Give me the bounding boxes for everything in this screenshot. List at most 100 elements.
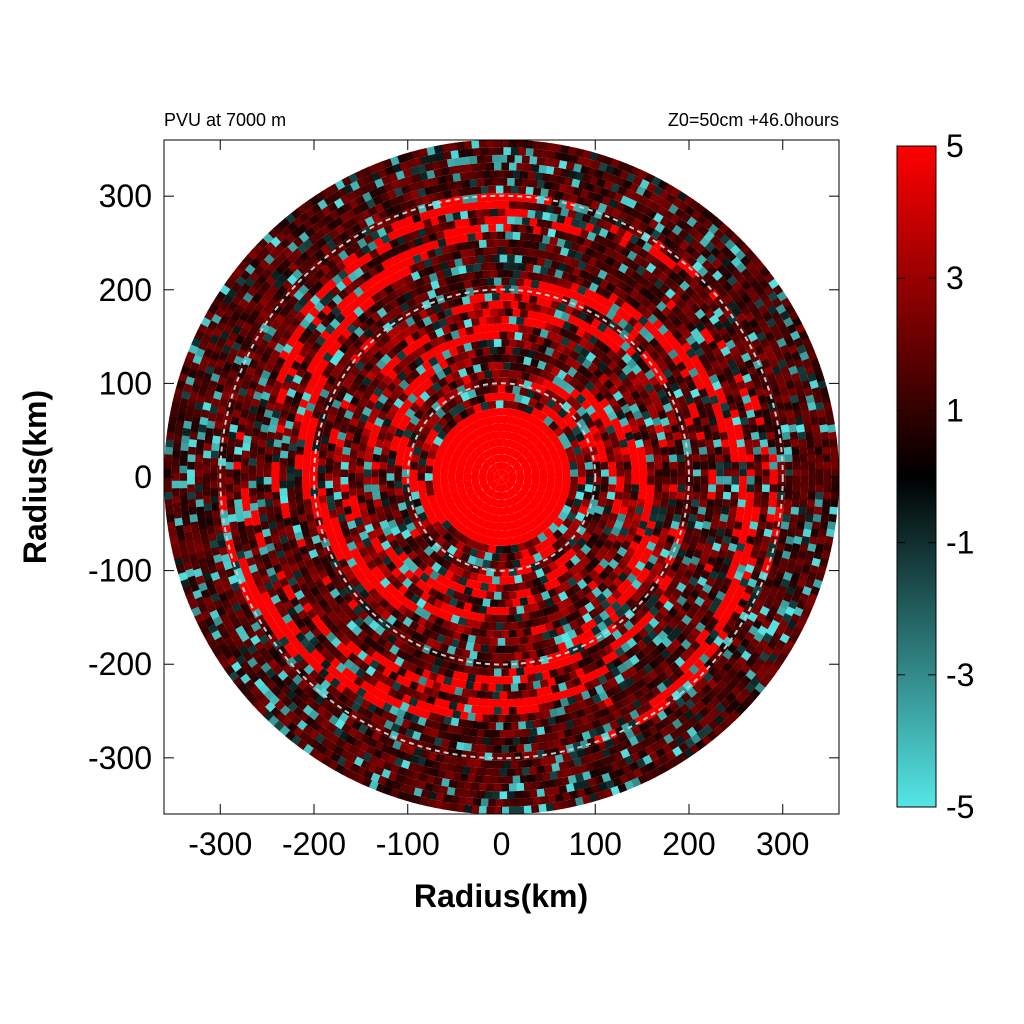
- pv-cell: [302, 461, 311, 471]
- pv-cell: [356, 457, 365, 467]
- pv-cell: [532, 552, 544, 563]
- pv-cell: [491, 537, 500, 547]
- pv-cell: [440, 284, 451, 295]
- pv-cell: [533, 351, 544, 361]
- pv-cell: [240, 465, 249, 475]
- pv-cell: [509, 440, 520, 450]
- pv-cell: [620, 498, 630, 508]
- pv-cell: [299, 424, 309, 434]
- pv-cell: [509, 262, 519, 271]
- pv-cell: [513, 293, 523, 302]
- pv-cell: [355, 480, 364, 490]
- pv-cell: [536, 411, 548, 422]
- pv-cell: [448, 597, 459, 608]
- pv-cell: [472, 682, 483, 691]
- pv-cell: [358, 442, 368, 453]
- pv-cell: [528, 649, 539, 659]
- pv-cell: [464, 519, 475, 531]
- pv-cell: [497, 385, 506, 393]
- pv-cell: [372, 491, 381, 501]
- pv-cell: [346, 520, 357, 531]
- pv-cell: [662, 476, 671, 485]
- pv-cell: [483, 370, 493, 379]
- pv-cell: [433, 598, 444, 610]
- pv-cell: [497, 469, 502, 477]
- pv-cell: [504, 497, 515, 508]
- pv-cell: [356, 450, 366, 460]
- pv-cell: [497, 346, 506, 355]
- chart-title-left: PVU at 7000 m: [164, 110, 286, 130]
- pv-cell: [690, 534, 700, 545]
- pv-cell: [452, 590, 463, 601]
- pv-cell: [515, 417, 525, 428]
- pv-cell: [478, 628, 488, 638]
- pv-cell: [521, 651, 531, 660]
- pv-cell: [305, 513, 315, 524]
- pv-cell: [464, 264, 475, 273]
- pv-cell: [559, 490, 569, 501]
- pv-cell: [326, 413, 336, 424]
- pv-cell: [504, 231, 513, 240]
- pv-cell: [501, 706, 511, 715]
- pv-cell: [442, 490, 452, 501]
- pv-cell: [465, 642, 475, 652]
- pv-cell: [615, 461, 624, 470]
- pv-cell: [506, 392, 516, 402]
- pv-cell: [491, 392, 500, 401]
- pv-cell: [312, 435, 322, 445]
- pv-cell: [552, 659, 563, 670]
- pv-cell: [523, 468, 533, 477]
- pv-cell: [637, 491, 647, 500]
- pv-cell: [486, 745, 496, 754]
- pv-cell: [539, 394, 550, 406]
- pv-cell: [395, 450, 405, 460]
- pv-cell: [427, 428, 439, 440]
- pv-cell: [530, 508, 542, 519]
- pv-cell: [456, 624, 466, 634]
- pv-cell: [437, 666, 448, 677]
- pv-cell: [332, 469, 341, 478]
- pv-cell: [491, 653, 501, 662]
- pv-cell: [472, 301, 482, 311]
- pv-cell: [459, 672, 470, 682]
- pv-cell: [356, 420, 366, 431]
- pv-cell: [509, 504, 520, 514]
- pv-cell: [692, 460, 701, 470]
- pv-cell: [373, 498, 383, 509]
- pv-cell: [526, 555, 537, 566]
- pv-cell: [466, 349, 477, 359]
- pv-cell: [520, 532, 531, 543]
- pv-cell: [517, 581, 528, 591]
- pv-cell: [528, 423, 539, 435]
- pv-cell: [500, 200, 510, 209]
- pv-cell: [202, 465, 211, 475]
- pv-cell: [483, 393, 493, 403]
- pv-cell: [506, 575, 516, 585]
- pv-cell: [549, 299, 560, 310]
- pv-cell: [378, 469, 387, 478]
- pv-cell: [600, 468, 609, 477]
- pv-cell: [525, 681, 535, 691]
- pv-cell: [504, 269, 513, 278]
- pv-cell: [374, 438, 385, 449]
- pv-cell: [501, 415, 510, 424]
- pv-cell: [616, 512, 627, 523]
- pv-cell: [442, 453, 452, 464]
- pv-cell: [530, 279, 540, 289]
- pv-cell: [706, 445, 716, 455]
- pv-cell: [492, 491, 502, 501]
- pv-cell: [537, 281, 547, 291]
- pv-cell: [337, 513, 347, 524]
- pv-cell: [511, 424, 522, 435]
- pv-cell: [614, 453, 624, 463]
- pv-cell: [501, 477, 509, 484]
- pv-cell: [508, 316, 517, 325]
- pv-cell: [467, 673, 477, 683]
- pv-cell: [542, 453, 553, 464]
- pv-cell: [292, 420, 302, 431]
- pv-cell: [608, 476, 617, 485]
- pv-cell: [761, 483, 770, 493]
- pv-cell: [356, 487, 365, 497]
- pv-cell: [296, 506, 306, 516]
- pv-cell: [646, 483, 655, 493]
